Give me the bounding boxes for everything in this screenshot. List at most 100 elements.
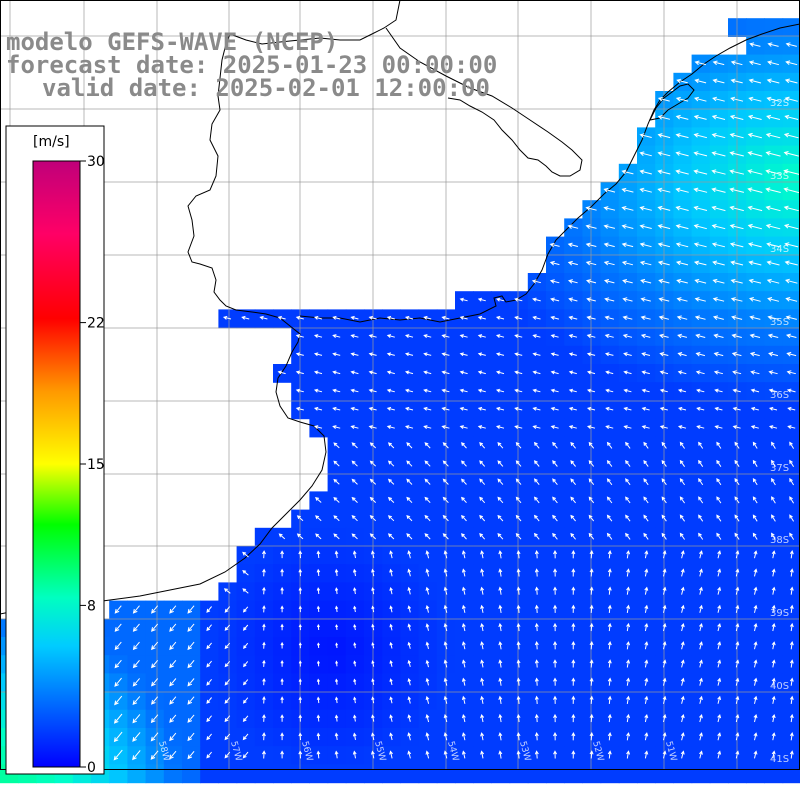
wind-arrow (644, 750, 649, 759)
wind-arrow (333, 460, 340, 467)
wind-arrow (553, 695, 558, 704)
wind-arrow (639, 224, 652, 229)
wind-cell (655, 236, 674, 256)
wind-arrow (459, 334, 468, 338)
wind-cell (218, 600, 238, 620)
wind-arrow (644, 568, 649, 577)
wind-arrow (765, 169, 781, 175)
wind-arrow (498, 604, 503, 613)
wind-arrow (786, 370, 796, 375)
wind-cell (291, 764, 310, 784)
wind-arrow (262, 605, 266, 613)
wind-cell (309, 418, 329, 438)
wind-arrow (262, 586, 266, 595)
wind-arrow (515, 514, 522, 522)
colorbar-gradient (32, 160, 81, 768)
wind-arrow (717, 568, 722, 577)
latitude-label: 41S (770, 754, 789, 765)
wind-arrow (459, 370, 468, 375)
wind-cell (200, 691, 219, 711)
wind-cell (491, 418, 511, 438)
wind-cell (764, 309, 784, 329)
wind-cell (145, 691, 165, 711)
wind-arrow (514, 388, 523, 393)
wind-arrow (461, 750, 466, 759)
wind-arrow (461, 514, 467, 522)
wind-arrow (534, 641, 539, 650)
title-valid-date: valid date: 2025-02-01 12:00:00 (42, 74, 490, 102)
wind-cell (509, 764, 529, 784)
wind-arrow (516, 622, 521, 632)
wind-arrow (570, 532, 576, 540)
wind-arrow (661, 514, 667, 522)
wind-cell (709, 291, 729, 310)
wind-arrow (735, 641, 740, 650)
wind-cell (637, 309, 656, 329)
wind-arrow (603, 206, 616, 211)
wind-cell (782, 182, 800, 201)
colorbar-unit: [m/s] (33, 134, 70, 150)
wind-arrow (714, 388, 723, 393)
wind-cell (764, 54, 784, 74)
wind-arrow (588, 478, 595, 486)
wind-arrow (407, 696, 412, 704)
wind-arrow (333, 515, 340, 522)
wind-cell (182, 618, 201, 638)
wind-arrow (206, 606, 212, 613)
wind-arrow (732, 425, 741, 429)
wind-arrow (789, 496, 795, 504)
wind-arrow (680, 732, 685, 741)
wind-arrow (588, 460, 595, 467)
wind-cell (673, 236, 693, 256)
wind-arrow (423, 352, 432, 357)
wind-arrow (748, 78, 762, 84)
wind-arrow (605, 406, 614, 411)
wind-arrow (386, 388, 395, 393)
wind-arrow (350, 406, 359, 411)
wind-arrow (480, 695, 485, 704)
wind-arrow (567, 224, 579, 229)
wind-cell (637, 382, 656, 401)
wind-arrow (570, 441, 576, 449)
wind-arrow (280, 696, 284, 704)
wind-arrow (753, 586, 758, 595)
wind-arrow (644, 622, 649, 632)
wind-arrow (661, 478, 667, 486)
wind-arrow (695, 333, 706, 339)
wind-arrow (785, 315, 797, 320)
wind-arrow (259, 315, 268, 320)
wind-arrow (371, 605, 375, 613)
wind-arrow (657, 224, 671, 230)
wind-cell (455, 327, 474, 347)
wind-arrow (313, 315, 323, 320)
wind-arrow (498, 695, 503, 704)
wind-arrow (334, 587, 339, 595)
wind-arrow (553, 659, 558, 668)
wind-arrow (699, 695, 703, 704)
wind-arrow (350, 370, 359, 375)
wind-cell (145, 637, 165, 656)
wind-cell (145, 709, 165, 729)
wind-cell (691, 345, 711, 365)
wind-arrow (711, 205, 726, 212)
wind-arrow (368, 406, 377, 411)
wind-cell (491, 764, 511, 784)
wind-arrow (765, 187, 781, 193)
wind-cell (182, 746, 201, 765)
wind-arrow (352, 568, 357, 577)
wind-cell (637, 218, 656, 238)
wind-arrow (243, 661, 249, 668)
wind-arrow (132, 714, 141, 724)
wind-arrow (643, 459, 649, 467)
wind-arrow (730, 96, 744, 102)
wind-arrow (368, 334, 377, 338)
wind-arrow (442, 496, 449, 504)
wind-arrow (766, 78, 780, 84)
wind-arrow (603, 279, 615, 284)
wind-arrow (461, 568, 466, 577)
wind-arrow (550, 370, 559, 375)
wind-cell (473, 291, 492, 310)
wind-arrow (568, 388, 577, 393)
wind-cell (564, 364, 583, 383)
wind-arrow (334, 750, 339, 759)
